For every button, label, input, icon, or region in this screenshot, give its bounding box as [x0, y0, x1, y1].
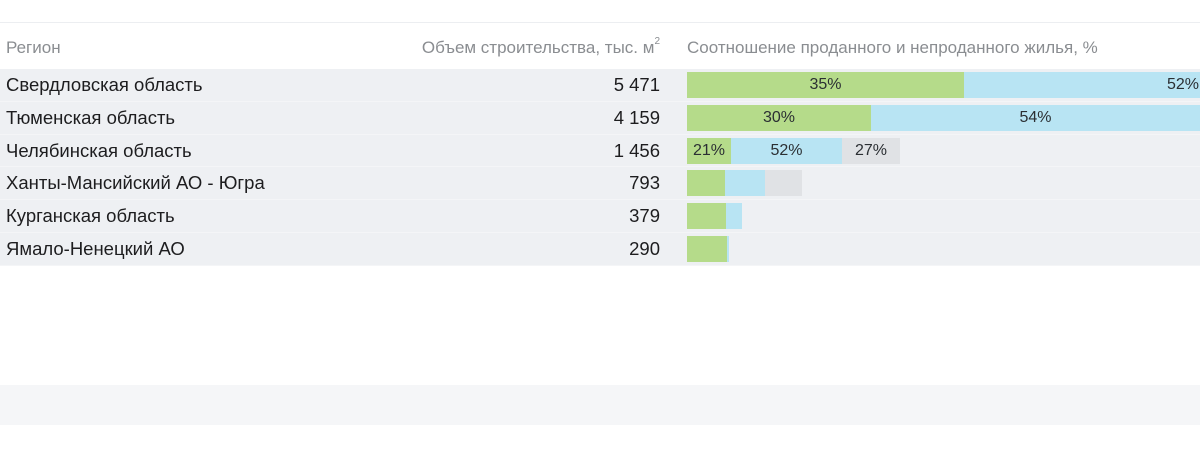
construction-volume: 1 456	[613, 139, 660, 161]
region-name: Тюменская область	[6, 106, 176, 128]
ratio-bar: 35% 52%	[687, 72, 1200, 98]
bar-segment-other: 27%	[842, 137, 900, 164]
bar-segment-other	[765, 170, 802, 197]
region-name: Челябинская область	[6, 139, 192, 161]
header-volume-sup: 2	[654, 36, 660, 47]
bar-segment-sold	[687, 236, 727, 262]
header-region[interactable]: Регион	[6, 38, 61, 57]
footer-bar	[0, 385, 1200, 425]
bar-segment-unsold	[725, 170, 765, 197]
bar-segment-unsold: 52%	[964, 72, 1200, 98]
top-divider	[0, 22, 1200, 23]
table-row[interactable]: Свердловская область 5 471 35% 52%	[0, 69, 1200, 102]
ratio-bar: 21% 52% 27%	[687, 137, 900, 164]
bar-segment-sold	[687, 203, 726, 230]
table-row[interactable]: Курганская область 379	[0, 200, 1200, 233]
data-table: Свердловская область 5 471 35% 52% Тюменская…	[0, 69, 1200, 266]
construction-volume: 290	[629, 238, 660, 259]
construction-volume: 379	[629, 205, 660, 227]
bar-segment-unsold	[727, 236, 729, 262]
region-name: Курганская область	[6, 205, 175, 227]
ratio-bar: 30% 54%	[687, 104, 1200, 131]
bar-segment-sold: 35%	[687, 72, 964, 98]
region-name: Свердловская область	[6, 74, 203, 95]
bar-segment-unsold: 54%	[871, 104, 1200, 131]
header-volume[interactable]: Объем строительства, тыс. м2	[421, 36, 660, 58]
bar-segment-sold	[687, 170, 725, 197]
header-ratio[interactable]: Соотношение проданного и непроданного жи…	[687, 38, 1098, 57]
table-row[interactable]: Тюменская область 4 159 30% 54%	[0, 102, 1200, 135]
table-header: Регион Объем строительства, тыс. м2 Соот…	[0, 34, 1200, 64]
table-row[interactable]: Челябинская область 1 456 21% 52% 27%	[0, 135, 1200, 168]
bar-segment-unsold: 52%	[731, 137, 842, 164]
region-name: Ямало-Ненецкий АО	[6, 238, 185, 259]
header-volume-label: Объем строительства, тыс. м	[421, 38, 655, 57]
bar-segment-unsold	[726, 203, 742, 230]
bar-segment-sold: 21%	[687, 137, 731, 164]
table-row[interactable]: Ямало-Ненецкий АО 290	[0, 233, 1200, 266]
ratio-bar	[687, 203, 742, 230]
ratio-bar	[687, 170, 802, 197]
ratio-bar	[687, 236, 729, 262]
region-name: Ханты-Мансийский АО - Югра	[6, 172, 265, 194]
table-row[interactable]: Ханты-Мансийский АО - Югра 793	[0, 167, 1200, 201]
construction-volume: 793	[629, 172, 660, 194]
bar-segment-sold: 30%	[687, 104, 871, 131]
construction-volume: 4 159	[613, 106, 660, 128]
construction-volume: 5 471	[613, 74, 660, 95]
